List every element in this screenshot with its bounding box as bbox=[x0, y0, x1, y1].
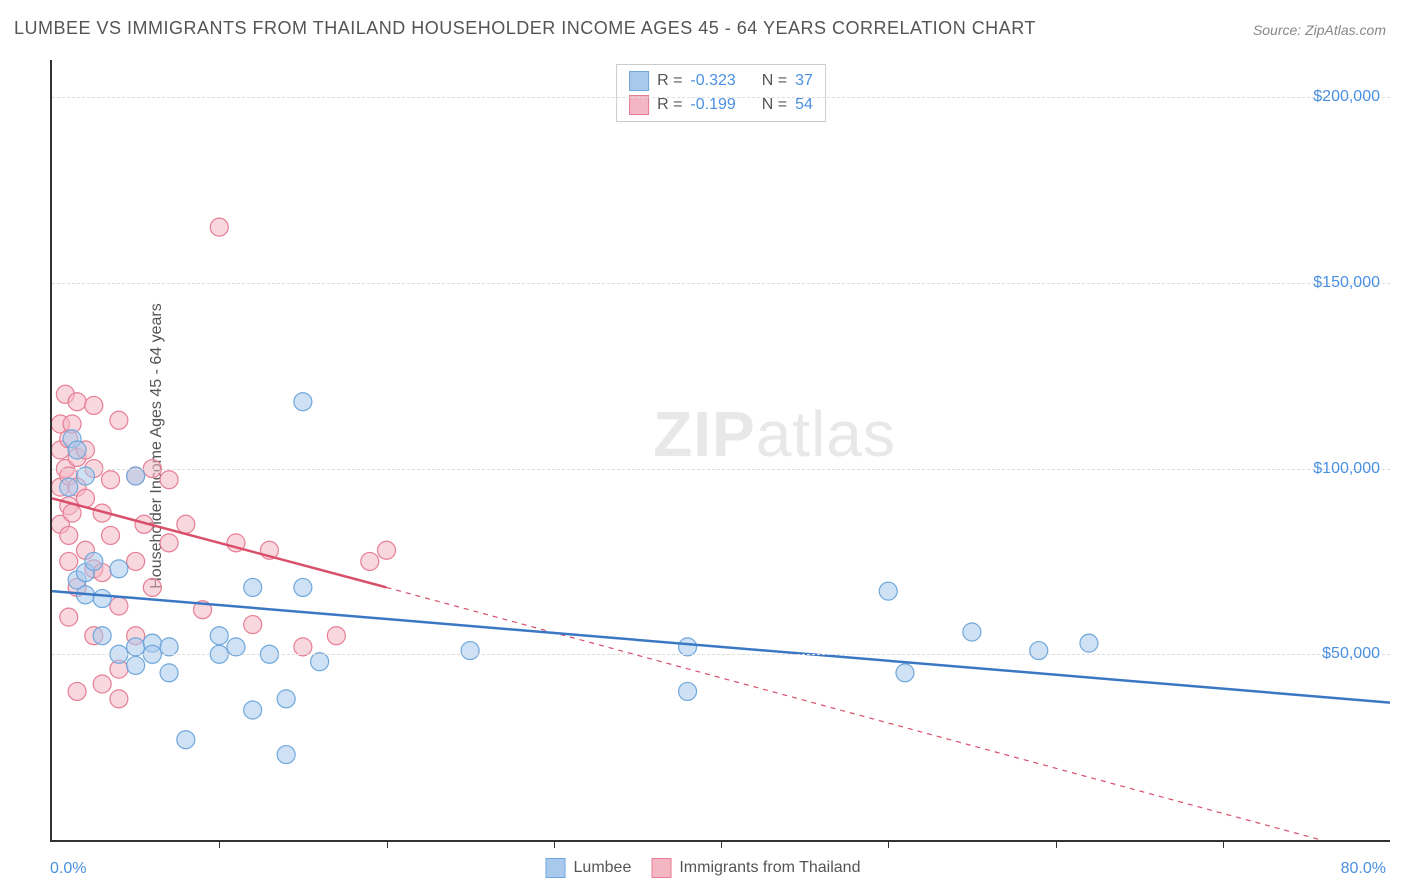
legend-swatch bbox=[546, 858, 566, 878]
x-axis-max-label: 80.0% bbox=[1341, 860, 1386, 878]
x-tick bbox=[219, 840, 220, 848]
legend-item: Immigrants from Thailand bbox=[651, 858, 860, 878]
stats-row-lumbee: R = -0.323 N = 37 bbox=[629, 69, 813, 93]
y-tick-label: $200,000 bbox=[1313, 88, 1380, 106]
x-tick bbox=[888, 840, 889, 848]
plot-area: ZIPatlas R = -0.323 N = 37 R = -0.199 N … bbox=[50, 60, 1390, 842]
correlation-stats-legend: R = -0.323 N = 37 R = -0.199 N = 54 bbox=[616, 64, 826, 122]
legend-swatch bbox=[651, 858, 671, 878]
x-axis-min-label: 0.0% bbox=[50, 860, 86, 878]
x-tick bbox=[387, 840, 388, 848]
grid-line bbox=[52, 469, 1390, 470]
grid-line bbox=[52, 283, 1390, 284]
legend-item: Lumbee bbox=[546, 858, 632, 878]
n-value: 37 bbox=[795, 72, 813, 90]
legend-label: Lumbee bbox=[574, 859, 632, 877]
r-label: R = bbox=[657, 72, 682, 90]
x-tick bbox=[554, 840, 555, 848]
r-value: -0.199 bbox=[690, 96, 735, 114]
y-tick-label: $100,000 bbox=[1313, 460, 1380, 478]
x-tick bbox=[721, 840, 722, 848]
x-tick bbox=[1223, 840, 1224, 848]
n-value: 54 bbox=[795, 96, 813, 114]
source-label: Source: ZipAtlas.com bbox=[1253, 22, 1386, 38]
chart-title: LUMBEE VS IMMIGRANTS FROM THAILAND HOUSE… bbox=[14, 18, 1036, 39]
n-label: N = bbox=[762, 96, 787, 114]
series-legend: Lumbee Immigrants from Thailand bbox=[546, 858, 861, 878]
n-label: N = bbox=[762, 72, 787, 90]
x-tick bbox=[1056, 840, 1057, 848]
lumbee-swatch bbox=[629, 71, 649, 91]
grid-line bbox=[52, 97, 1390, 98]
watermark-atlas: atlas bbox=[756, 398, 896, 470]
correlation-chart: LUMBEE VS IMMIGRANTS FROM THAILAND HOUSE… bbox=[0, 0, 1406, 892]
legend-label: Immigrants from Thailand bbox=[679, 859, 860, 877]
r-value: -0.323 bbox=[690, 72, 735, 90]
watermark-zip: ZIP bbox=[653, 398, 756, 470]
watermark: ZIPatlas bbox=[653, 397, 896, 471]
y-tick-label: $150,000 bbox=[1313, 274, 1380, 292]
grid-line bbox=[52, 654, 1390, 655]
scatter-svg bbox=[52, 60, 1390, 840]
r-label: R = bbox=[657, 96, 682, 114]
y-tick-label: $50,000 bbox=[1322, 645, 1380, 663]
